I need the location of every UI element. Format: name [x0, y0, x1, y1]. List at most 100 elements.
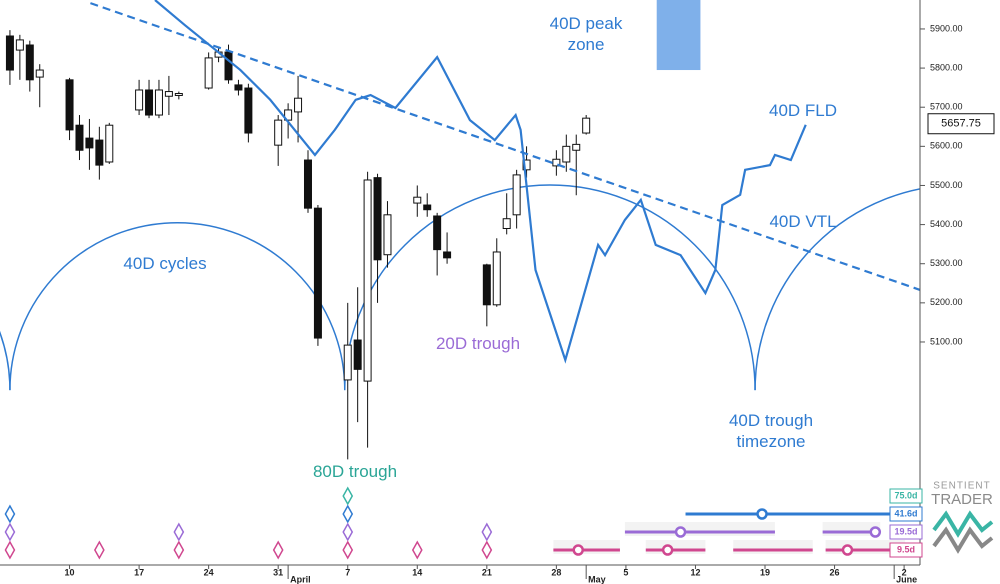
vtl-line	[90, 2, 920, 291]
projection-band	[624, 522, 775, 536]
cycle-arc	[9, 222, 346, 391]
candle-body	[373, 177, 382, 261]
candle-body	[562, 145, 571, 163]
month-label: April	[290, 574, 311, 584]
x-tick-label: 28	[551, 567, 561, 577]
candle-body	[95, 139, 104, 166]
candle-body	[244, 87, 253, 134]
y-tick-label: 5100.00	[930, 336, 963, 346]
y-tick-label: 5400.00	[930, 219, 963, 229]
candle-body	[383, 214, 392, 256]
cycle-diamond	[342, 486, 354, 506]
x-tick-label: 2	[902, 567, 907, 577]
projection-band	[733, 540, 813, 554]
y-tick-label: 5500.00	[930, 180, 963, 190]
x-tick-label: 14	[412, 567, 422, 577]
peak-zone	[656, 0, 701, 71]
cycle-label-box	[889, 488, 923, 504]
y-tick-label: 5800.00	[930, 62, 963, 72]
x-tick-label: 7	[345, 567, 350, 577]
candle-body	[512, 174, 521, 216]
x-tick-label: 31	[273, 567, 283, 577]
annotation: 40D FLD	[768, 101, 838, 120]
x-tick-label: 26	[830, 567, 840, 577]
projection-center	[661, 544, 674, 556]
candle-body	[65, 79, 74, 131]
cycle-diamond	[342, 540, 354, 560]
candle-body	[433, 215, 442, 251]
cycle-diamond	[4, 522, 16, 542]
last-price-label: 5657.75	[941, 118, 981, 130]
x-tick-label: 5	[623, 567, 628, 577]
cycle-diamond	[173, 540, 185, 560]
candle-body	[85, 137, 94, 149]
cycle-label: 75.0d	[894, 490, 917, 500]
cycle-diamond	[173, 522, 185, 542]
candle-body	[482, 264, 491, 306]
candle-body	[135, 89, 144, 111]
candle-body	[413, 196, 422, 204]
candle-body	[303, 159, 312, 209]
candle-body	[224, 51, 233, 81]
x-tick-label: 21	[482, 567, 492, 577]
logo-bottom: TRADER	[931, 491, 993, 508]
annotation: 40D peak zone	[549, 14, 623, 54]
candle-body	[274, 119, 283, 146]
candle-body	[145, 89, 154, 116]
candle-body	[522, 159, 531, 171]
x-tick-label: 24	[204, 567, 214, 577]
month-label: June	[896, 574, 917, 584]
candle-body	[552, 158, 561, 167]
cycle-label-box	[889, 524, 923, 540]
candle-body	[363, 179, 372, 382]
projection-center	[841, 544, 854, 556]
projection-band	[645, 540, 706, 554]
y-tick-label: 5300.00	[930, 258, 963, 268]
candle-body	[25, 44, 34, 81]
projection-center	[756, 508, 768, 520]
cycle-label: 9.5d	[897, 544, 915, 554]
annotation: 40D VTL	[769, 212, 837, 231]
candle-body	[234, 84, 243, 91]
candle-body	[154, 89, 163, 116]
month-label: May	[588, 574, 606, 584]
candle-body	[582, 117, 591, 134]
logo-top: SENTIENT	[933, 481, 990, 492]
candle-body	[353, 339, 362, 370]
y-tick-label: 5700.00	[930, 102, 963, 112]
projection-center	[869, 526, 882, 538]
y-tick-label: 5200.00	[930, 297, 963, 307]
candle-body	[313, 207, 322, 339]
cycle-label-box	[889, 506, 923, 522]
projection-center	[572, 544, 584, 556]
candle-body	[443, 251, 452, 259]
cycle-diamond	[4, 540, 16, 560]
candle-body	[502, 218, 511, 230]
annotation: 40D trough timezone	[728, 411, 814, 451]
logo: SENTIENT TRADER	[931, 481, 994, 554]
candle-body	[572, 143, 581, 151]
candle-body	[75, 124, 84, 151]
annotation: 40D cycles	[123, 254, 207, 273]
candle-body	[105, 124, 114, 163]
cycle-label-box	[889, 542, 923, 558]
cycle-label: 41.6d	[894, 508, 917, 518]
y-tick-label: 5900.00	[930, 23, 963, 33]
annotation: 20D trough	[435, 334, 521, 353]
candle-body	[294, 97, 303, 113]
cycle-label: 19.5d	[894, 526, 917, 536]
logo-mark	[932, 510, 994, 538]
cycle-diamond	[342, 522, 354, 542]
plot-area	[0, 0, 920, 460]
candle-body	[164, 91, 173, 97]
cycle-diamond	[411, 540, 423, 560]
cycle-diamond	[93, 540, 105, 560]
last-price-box	[927, 113, 995, 135]
x-tick-label: 12	[690, 567, 700, 577]
cycle-diamond	[342, 504, 354, 524]
fld-line	[154, 0, 807, 364]
x-tick-label: 19	[760, 567, 770, 577]
cycle-diamond	[4, 504, 16, 524]
